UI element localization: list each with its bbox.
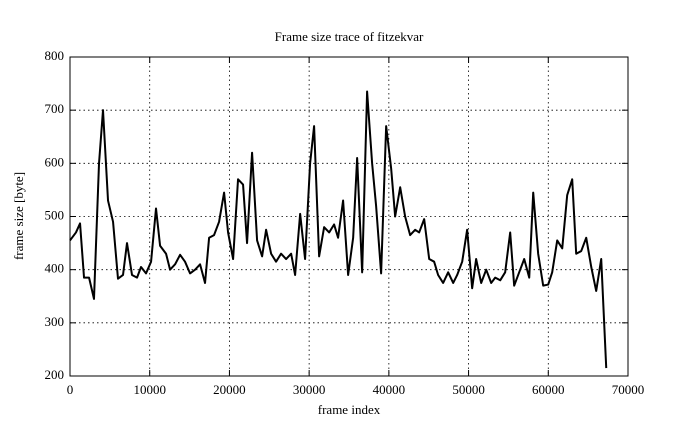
y-tick-label: 300 [45, 314, 65, 329]
data-line [69, 90, 608, 369]
y-tick-label: 500 [45, 207, 65, 222]
x-tick-label: 20000 [213, 382, 246, 397]
plot-frame [69, 56, 629, 377]
x-tick-label: 70000 [612, 382, 645, 397]
y-tick-label: 200 [45, 367, 65, 382]
x-tick-label: 40000 [373, 382, 406, 397]
x-tick-label: 10000 [133, 382, 166, 397]
y-tick-label: 800 [45, 48, 65, 63]
y-axis-label: frame size [byte] [11, 172, 26, 260]
x-tick-label: 60000 [532, 382, 565, 397]
x-tick-label: 50000 [452, 382, 485, 397]
x-tick-label: 30000 [293, 382, 326, 397]
y-tick-label: 700 [45, 101, 65, 116]
chart-title: Frame size trace of fitzekvar [275, 29, 424, 44]
y-tick-label: 400 [45, 261, 65, 276]
y-tick-label: 600 [45, 154, 65, 169]
x-tick-label: 0 [67, 382, 74, 397]
x-axis-label: frame index [318, 402, 381, 417]
